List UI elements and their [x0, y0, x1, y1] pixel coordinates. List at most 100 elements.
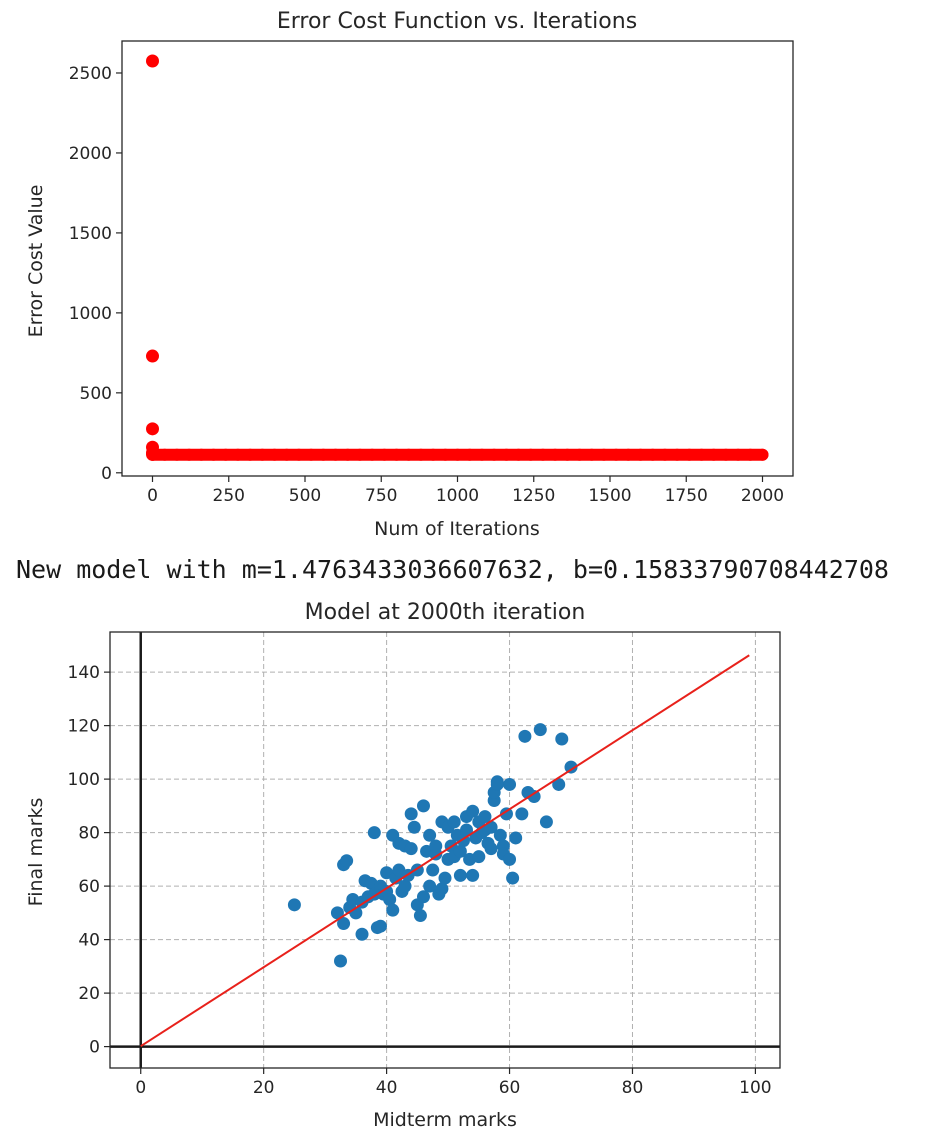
cost-point: [353, 448, 366, 461]
y-tick-label: 0: [89, 1038, 100, 1058]
x-tick-label: 60: [499, 1078, 521, 1098]
data-point: [423, 879, 437, 893]
cost-chart-points: [146, 54, 769, 461]
cost-point: [439, 448, 452, 461]
cost-point: [756, 448, 769, 461]
data-point: [518, 729, 532, 743]
y-tick-label: 140: [68, 663, 100, 683]
data-point: [386, 903, 400, 917]
cost-point: [219, 448, 232, 461]
data-point: [438, 871, 452, 885]
cost-point: [207, 448, 220, 461]
cost-point: [402, 448, 415, 461]
x-tick-label: 0: [135, 1078, 146, 1098]
data-point: [340, 854, 354, 868]
model-chart-ylabel: Final marks: [25, 798, 47, 907]
cost-point: [378, 448, 391, 461]
y-tick-label: 20: [78, 984, 100, 1004]
x-tick-label: 20: [253, 1078, 275, 1098]
cost-point: [512, 448, 525, 461]
cost-point: [390, 448, 403, 461]
cost-point: [500, 448, 513, 461]
cost-point: [146, 54, 159, 68]
y-tick-label: 2500: [69, 64, 112, 84]
cost-point: [170, 448, 183, 461]
data-point: [404, 807, 418, 821]
cost-point: [695, 448, 708, 461]
cost-point: [536, 448, 549, 461]
data-point: [490, 777, 504, 791]
cost-chart-ticks: 0 250 500 750 1000 1250 1500 1750 2000 0 500 1000 15…: [69, 64, 784, 506]
y-tick-label: 1500: [69, 224, 112, 244]
data-point: [413, 909, 427, 923]
x-tick-label: 80: [622, 1078, 644, 1098]
data-point: [484, 842, 498, 856]
cost-point: [744, 448, 757, 461]
data-point: [426, 863, 440, 877]
cost-point: [549, 448, 562, 461]
y-tick-label: 40: [78, 931, 100, 951]
data-point: [555, 732, 569, 746]
cost-point: [195, 448, 208, 461]
data-point: [398, 879, 412, 893]
cost-point: [183, 448, 196, 461]
data-point: [460, 823, 474, 837]
model-chart-frame: [109, 631, 781, 1069]
data-point: [503, 777, 517, 791]
y-tick-label: 120: [68, 717, 100, 737]
y-tick-label: 80: [78, 824, 100, 844]
x-tick-label: 250: [213, 486, 245, 506]
cost-point: [427, 448, 440, 461]
cost-point: [341, 448, 354, 461]
cost-point: [317, 448, 330, 461]
model-chart-fit-line: [140, 654, 750, 1048]
x-tick-label: 750: [365, 486, 397, 506]
cost-point: [451, 448, 464, 461]
data-point: [355, 927, 369, 941]
data-point: [367, 826, 381, 840]
cost-point: [475, 448, 488, 461]
cost-point: [597, 448, 610, 461]
cost-point: [707, 448, 720, 461]
model-chart: Model at 2000th iteration 0 20 40 60 80 100 0 2…: [25, 600, 781, 1131]
data-point: [539, 815, 553, 829]
data-point: [453, 844, 467, 858]
cost-point: [719, 448, 732, 461]
cost-point: [146, 422, 159, 436]
cost-point: [622, 448, 635, 461]
model-chart-ticks: 0 20 40 60 80 100 0 20 40 60 80 100 120 140: [68, 663, 772, 1098]
y-tick-label: 2000: [69, 144, 112, 164]
data-point: [503, 852, 517, 866]
data-point: [330, 906, 344, 920]
cost-point: [305, 448, 318, 461]
cost-chart-title: Error Cost Function vs. Iterations: [277, 9, 637, 34]
data-point: [478, 810, 492, 824]
y-tick-label: 500: [80, 384, 112, 404]
x-tick-label: 1750: [665, 486, 708, 506]
data-point: [429, 839, 443, 853]
model-chart-zero-lines: [110, 632, 780, 1068]
data-point: [499, 807, 513, 821]
model-chart-points: [287, 723, 578, 968]
cost-chart-frame: [121, 40, 794, 477]
cost-point: [158, 448, 171, 461]
data-point: [552, 777, 566, 791]
data-point: [423, 828, 437, 842]
data-point: [435, 882, 449, 896]
x-tick-label: 2000: [741, 486, 784, 506]
model-output-text: New model with m=1.4763433036607632, b=0…: [16, 555, 889, 584]
data-point: [383, 892, 397, 906]
y-tick-label: 0: [101, 464, 112, 484]
x-tick-label: 40: [376, 1078, 398, 1098]
cost-point: [268, 448, 281, 461]
cost-point: [329, 448, 342, 461]
cost-point: [463, 448, 476, 461]
y-tick-label: 1000: [69, 304, 112, 324]
model-chart-xlabel: Midterm marks: [373, 1109, 517, 1131]
cost-point: [280, 448, 293, 461]
data-point: [472, 850, 486, 864]
data-point: [533, 723, 547, 737]
data-point: [506, 871, 520, 885]
data-point: [416, 890, 430, 904]
data-point: [373, 919, 387, 933]
